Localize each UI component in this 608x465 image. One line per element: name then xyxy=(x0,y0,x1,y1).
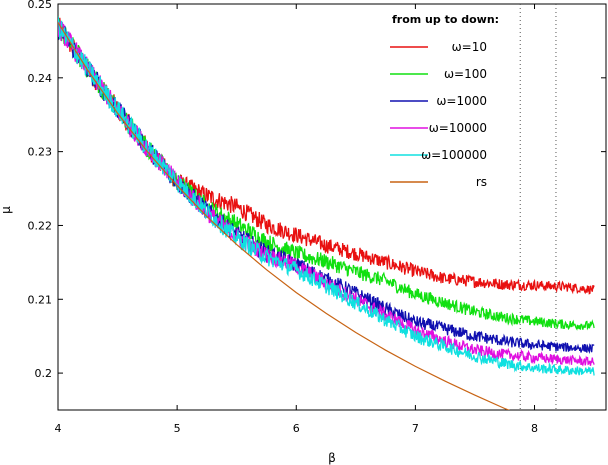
y-axis-title: μ xyxy=(0,206,13,214)
x-tick-label: 4 xyxy=(55,422,62,435)
y-tick-label: 0.22 xyxy=(28,219,53,232)
plot-frame xyxy=(57,3,607,411)
y-tick-label: 0.2 xyxy=(35,367,53,380)
legend-title: from up to down: xyxy=(392,13,499,26)
series-line xyxy=(58,22,511,410)
legend-label: ω=10000 xyxy=(429,121,487,135)
x-tick-label: 8 xyxy=(531,422,538,435)
x-tick-label: 5 xyxy=(174,422,181,435)
legend-label: ω=100 xyxy=(444,67,487,81)
x-tick-label: 6 xyxy=(293,422,300,435)
x-tick-label: 7 xyxy=(412,422,419,435)
y-tick-label: 0.21 xyxy=(28,293,53,306)
legend-label: ω=100000 xyxy=(421,148,487,162)
legend-label: ω=1000 xyxy=(436,94,487,108)
series-line xyxy=(58,17,595,295)
legend-label: rs xyxy=(476,175,487,189)
series-line xyxy=(58,16,595,355)
x-axis-title: β xyxy=(328,451,336,465)
y-tick-label: 0.25 xyxy=(28,0,53,11)
legend: from up to down: ω=10 ω=100 ω=1000 ω=10000 ω… xyxy=(390,13,499,189)
y-tick-label: 0.24 xyxy=(28,72,53,85)
axis-ticks: 4 5 6 7 8 0.2 0.21 0.22 0.23 0.24 0.25 xyxy=(28,0,606,435)
y-tick-label: 0.23 xyxy=(28,146,53,159)
legend-label: ω=10 xyxy=(452,40,487,54)
series-group xyxy=(58,15,595,410)
